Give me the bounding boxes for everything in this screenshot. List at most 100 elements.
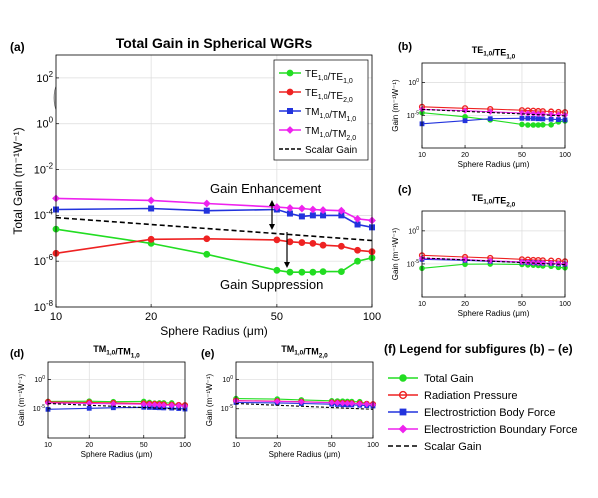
x-tick-label: 50: [271, 311, 283, 323]
plot-area: [422, 211, 565, 297]
data-point: [273, 266, 281, 274]
enhancement-arrow-head-up: [269, 200, 275, 206]
panel-label: (a): [10, 40, 25, 54]
legend-marker: [286, 69, 294, 77]
data-point: [548, 260, 555, 267]
x-tick-label: 100: [559, 152, 571, 159]
data-point: [298, 213, 305, 220]
data-point: [487, 257, 494, 264]
figure-legend-label: Electrostriction Body Force: [424, 407, 555, 419]
y-tick-label: 100: [34, 375, 45, 384]
legend: TE1,0/TE1,0 TE1,0/TE2,0 TM1,0/TM1,0 TM1,0/T…: [273, 59, 369, 161]
data-point: [338, 212, 345, 219]
data-point: [548, 122, 554, 128]
annotations: Gain Enhancement Gain Suppression: [210, 181, 323, 292]
data-point: [297, 204, 306, 213]
figure-legend-item: Electrostriction Boundary Force: [388, 424, 577, 436]
data-point: [203, 250, 211, 258]
panel-label: (e): [201, 348, 215, 360]
x-tick-label: 50: [328, 442, 336, 449]
data-point: [320, 212, 327, 219]
figure-legend-label: Scalar Gain: [424, 441, 481, 453]
panel-label: (d): [10, 348, 24, 360]
data-point: [535, 116, 541, 122]
series-line: [421, 108, 566, 117]
y-tick-label: 100: [408, 78, 419, 87]
legend-marker: [286, 126, 294, 134]
chart-panel-d: 10 20 50 100 10-5 100 Sphere Radius (μm) Gain (…: [10, 344, 191, 459]
series-line: [421, 257, 566, 266]
x-tick-label: 100: [367, 442, 379, 449]
data-point: [286, 210, 293, 217]
series-line: [235, 402, 374, 410]
data-point: [339, 400, 346, 407]
y-tick-label: 102: [36, 70, 53, 85]
figure-legend-label: Total Gain: [424, 373, 474, 385]
legend-label: TE1,0/TE1,0: [305, 69, 353, 85]
x-tick-label: 50: [140, 442, 148, 449]
data-point: [309, 268, 317, 276]
y-tick-label: 10-4: [34, 207, 54, 222]
plot-area: [48, 362, 185, 438]
x-tick-label: 50: [518, 152, 526, 159]
x-tick-label: 20: [145, 311, 157, 323]
x-axis-label: Sphere Radius (μm): [81, 450, 153, 459]
data-point: [148, 205, 155, 212]
data-point: [540, 116, 546, 122]
data-point: [319, 241, 327, 249]
data-point: [286, 268, 294, 276]
data-point: [298, 239, 306, 246]
data-point: [353, 215, 362, 223]
figure-legend-marker: [399, 374, 407, 382]
y-tick-label: 10-8: [34, 299, 54, 314]
series-4: [421, 108, 566, 117]
annotation-gain-enhancement: Gain Enhancement: [210, 181, 322, 196]
axes-frame: [55, 54, 373, 308]
data-point: [309, 212, 316, 219]
data-point: [334, 399, 341, 407]
data-point: [110, 400, 117, 407]
axes-frame: [421, 210, 566, 298]
y-tick-label: 10-5: [407, 259, 419, 268]
panel-label: (b): [398, 41, 412, 53]
data-point: [328, 399, 335, 406]
data-point: [524, 110, 531, 117]
legend-marker: [286, 88, 294, 96]
x-tick-label: 10: [418, 301, 426, 308]
y-axis-label: Gain (m⁻¹W⁻¹): [17, 373, 26, 426]
data-point: [337, 242, 345, 250]
data-point: [519, 115, 525, 121]
data-point: [319, 268, 327, 276]
data-point: [203, 235, 211, 243]
data-point: [539, 259, 546, 267]
enhancement-arrow-head-down: [269, 224, 275, 230]
series-line: [55, 216, 373, 242]
data-point: [354, 246, 361, 254]
data-point: [548, 111, 555, 118]
data-point: [525, 122, 531, 128]
data-point: [308, 205, 317, 214]
data-point: [556, 117, 561, 123]
x-tick-label: 20: [85, 442, 93, 449]
data-point: [540, 122, 546, 128]
figure-legend-title: (f) Legend for subfigures (b) – (e): [384, 342, 573, 356]
chart-panel-c: 10 20 50 100 10-5 100 Sphere Radius (μm) Gain (…: [391, 184, 571, 318]
x-axis-label: Sphere Radius (μm): [458, 160, 530, 169]
data-point: [530, 110, 537, 117]
figure-legend-item: Radiation Pressure: [388, 390, 518, 402]
data-point: [530, 116, 536, 121]
series-line: [47, 402, 186, 410]
data-point: [535, 110, 542, 118]
figure-legend-item: Electrostriction Body Force: [388, 407, 555, 419]
data-point: [518, 109, 526, 117]
data-point: [354, 221, 361, 228]
figure-legend-label: Electrostriction Boundary Force: [424, 424, 577, 436]
series-4: [421, 257, 566, 266]
chart-title: Total Gain in Spherical WGRs: [116, 35, 313, 51]
figure-legend-marker: [398, 424, 408, 434]
y-tick-label: 10-2: [34, 161, 53, 176]
axes-frame: [421, 62, 566, 149]
data-point: [337, 268, 345, 276]
data-point: [337, 206, 346, 215]
legend-marker: [287, 108, 293, 114]
